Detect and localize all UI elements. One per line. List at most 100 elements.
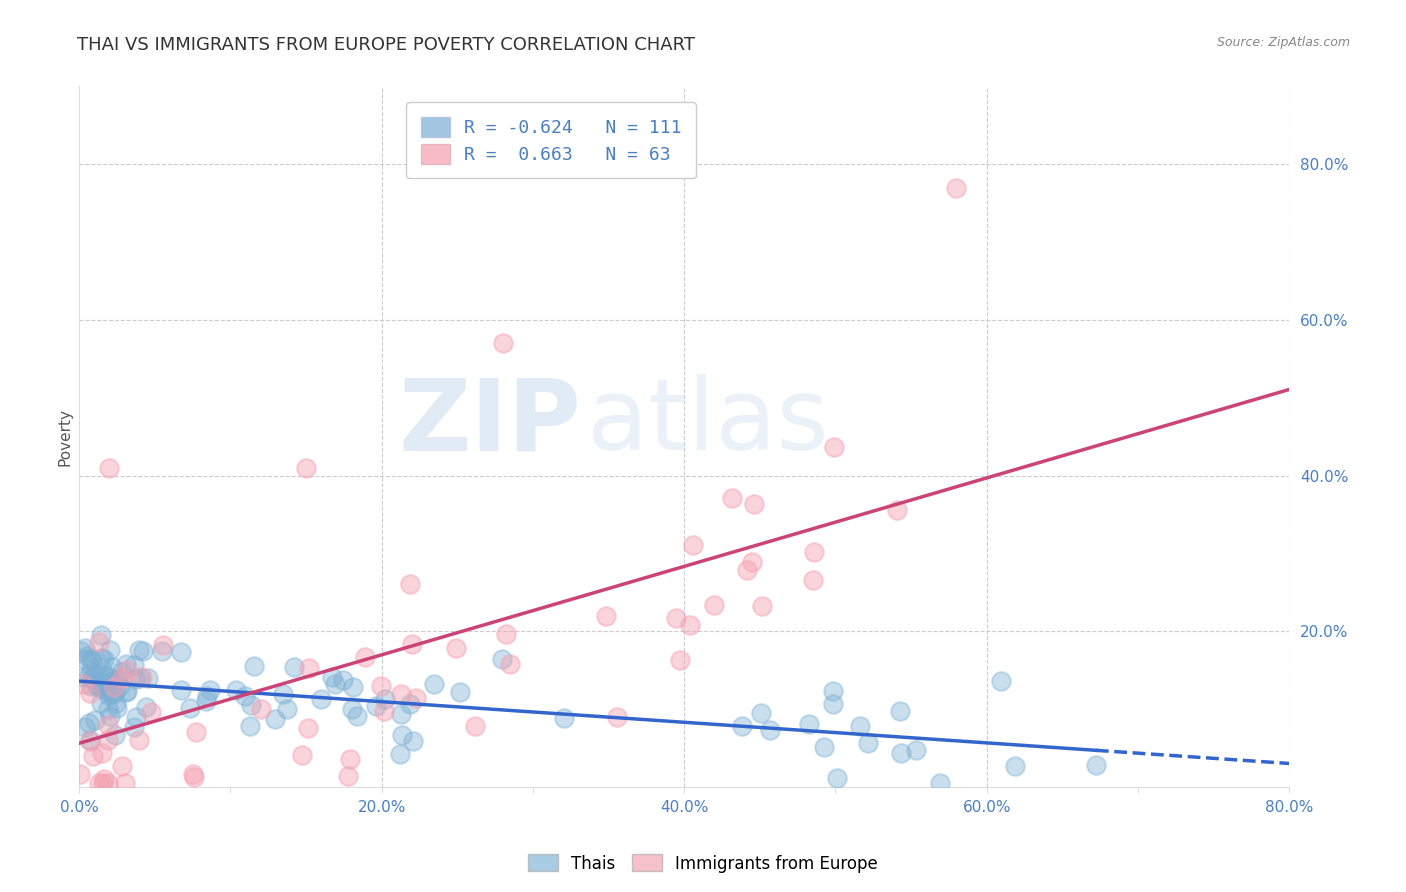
Point	[444, 641, 467, 656]
Point	[76, 648, 98, 663]
Point	[669, 653, 692, 667]
Point	[152, 638, 174, 652]
Text: ZIP: ZIP	[398, 375, 581, 471]
Point	[492, 336, 515, 351]
Point	[905, 743, 928, 757]
Point	[990, 674, 1012, 689]
Point	[83, 668, 105, 682]
Point	[825, 771, 848, 785]
Point	[290, 748, 312, 763]
Point	[184, 724, 207, 739]
Point	[108, 679, 131, 693]
Point	[87, 669, 110, 683]
Point	[91, 746, 114, 760]
Point	[264, 712, 287, 726]
Point	[82, 653, 104, 667]
Point	[849, 719, 872, 733]
Point	[276, 702, 298, 716]
Point	[97, 718, 120, 732]
Point	[104, 728, 127, 742]
Point	[321, 670, 343, 684]
Point	[111, 759, 134, 773]
Point	[87, 680, 110, 694]
Point	[364, 699, 387, 714]
Point	[179, 700, 201, 714]
Point	[104, 685, 127, 699]
Point	[170, 682, 193, 697]
Point	[94, 669, 117, 683]
Legend: R = -0.624   N = 111, R =  0.663   N = 63: R = -0.624 N = 111, R = 0.663 N = 63	[406, 103, 696, 178]
Y-axis label: Poverty: Poverty	[58, 408, 72, 466]
Point	[239, 698, 262, 713]
Point	[135, 700, 157, 714]
Point	[98, 708, 121, 723]
Point	[97, 702, 120, 716]
Point	[945, 180, 967, 194]
Point	[354, 650, 377, 665]
Point	[83, 669, 105, 683]
Point	[89, 635, 111, 649]
Point	[422, 677, 444, 691]
Point	[183, 770, 205, 784]
Point	[124, 672, 146, 686]
Point	[731, 718, 754, 732]
Point	[105, 701, 128, 715]
Point	[401, 637, 423, 651]
Point	[73, 669, 96, 683]
Point	[373, 705, 395, 719]
Point	[297, 721, 319, 735]
Point	[101, 674, 124, 689]
Point	[100, 659, 122, 673]
Point	[111, 671, 134, 685]
Text: atlas: atlas	[588, 375, 830, 471]
Point	[803, 545, 825, 559]
Point	[114, 685, 136, 699]
Point	[402, 733, 425, 747]
Point	[73, 720, 96, 734]
Point	[332, 673, 354, 687]
Point	[813, 740, 835, 755]
Point	[80, 672, 103, 686]
Point	[79, 732, 101, 747]
Point	[70, 644, 93, 658]
Point	[136, 671, 159, 685]
Point	[1084, 758, 1107, 772]
Point	[298, 661, 321, 675]
Point	[105, 696, 128, 710]
Point	[80, 651, 103, 665]
Point	[823, 440, 845, 454]
Point	[194, 693, 217, 707]
Point	[449, 685, 471, 699]
Point	[80, 662, 103, 676]
Point	[225, 682, 247, 697]
Point	[595, 609, 617, 624]
Point	[370, 680, 392, 694]
Point	[797, 717, 820, 731]
Point	[131, 670, 153, 684]
Point	[79, 734, 101, 748]
Point	[749, 706, 772, 720]
Point	[398, 577, 420, 591]
Point	[682, 538, 704, 552]
Point	[97, 776, 120, 790]
Point	[679, 618, 702, 632]
Point	[181, 766, 204, 780]
Point	[553, 711, 575, 725]
Point	[97, 688, 120, 702]
Point	[886, 503, 908, 517]
Point	[110, 665, 132, 679]
Point	[69, 767, 91, 781]
Point	[87, 678, 110, 692]
Point	[87, 776, 110, 790]
Point	[239, 719, 262, 733]
Point	[93, 772, 115, 786]
Point	[103, 680, 125, 694]
Point	[73, 640, 96, 655]
Point	[464, 719, 486, 733]
Point	[115, 657, 138, 672]
Point	[97, 733, 120, 747]
Point	[821, 697, 844, 711]
Point	[141, 705, 163, 719]
Point	[665, 611, 688, 625]
Point	[90, 696, 112, 710]
